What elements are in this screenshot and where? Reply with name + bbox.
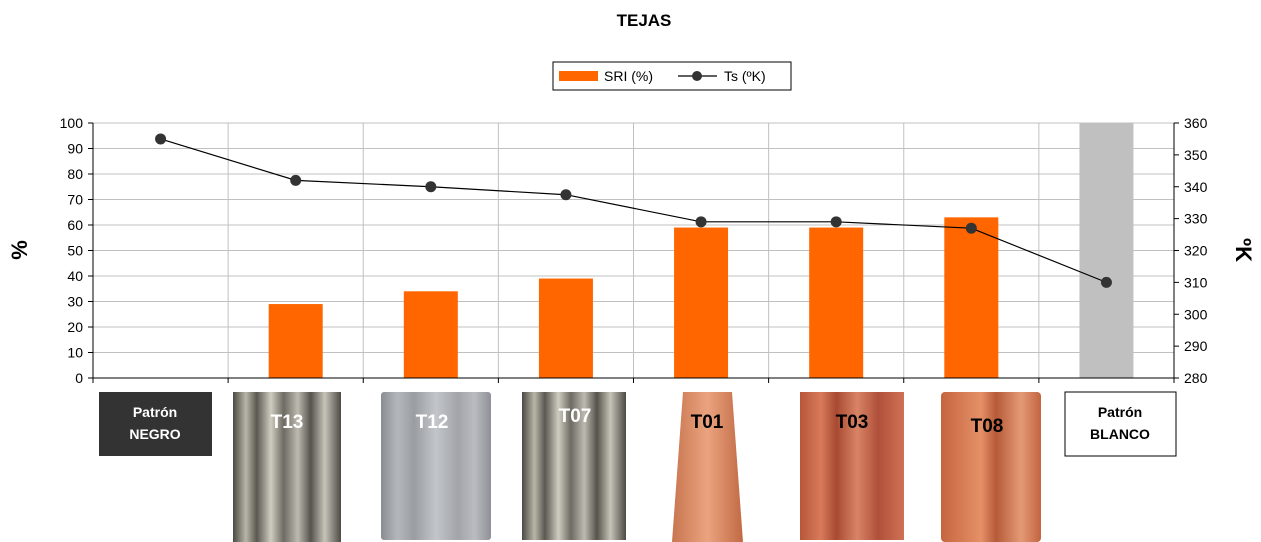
tile-t01-photo [672, 392, 743, 542]
patron-blanco: Patrón BLANCO [1064, 391, 1177, 457]
patron-negro-line2: NEGRO [129, 426, 180, 442]
chart-title: TEJAS [617, 11, 672, 30]
y-tick-label: 90 [67, 141, 83, 157]
y2-tick-label: 280 [1184, 370, 1208, 386]
ts-point-8 [1100, 276, 1112, 288]
y-axis-ticks: 0 10 20 30 40 50 60 70 80 90 100 [60, 115, 93, 386]
y2-axis-label: ºK [1231, 238, 1256, 262]
y2-tick-label: 320 [1184, 243, 1208, 259]
bar-2 [268, 304, 323, 378]
y-tick-label: 40 [67, 268, 83, 284]
tile-t12-label: T12 [416, 412, 449, 433]
tile-t03-label: T03 [836, 412, 869, 433]
y2-tick-label: 330 [1184, 211, 1208, 227]
tile-t13-photo [233, 392, 341, 542]
patron-negro: Patrón NEGRO [99, 392, 212, 456]
tile-t07-photo [522, 392, 626, 540]
y-tick-label: 80 [67, 166, 83, 182]
bar-4 [538, 278, 593, 378]
ts-point-5 [695, 216, 707, 228]
bar-3 [403, 291, 458, 378]
gridlines [93, 122, 1174, 379]
y2-tick-label: 300 [1184, 306, 1208, 322]
ts-point-6 [830, 216, 842, 228]
y2-tick-label: 290 [1184, 338, 1208, 354]
tile-t03-photo [800, 392, 904, 540]
bar-6 [809, 227, 864, 378]
ts-line [155, 133, 1112, 288]
tile-t07-label: T07 [559, 406, 592, 427]
y-tick-label: 20 [67, 319, 83, 335]
patron-blanco-line1: Patrón [1098, 404, 1142, 420]
legend-swatch-ts-marker [692, 71, 702, 81]
y-tick-label: 100 [60, 115, 84, 131]
ts-point-1 [155, 133, 167, 145]
tile-t08-photo [941, 392, 1041, 542]
bar-7 [944, 217, 999, 378]
ts-point-2 [290, 174, 302, 186]
tile-t13-label: T13 [271, 412, 304, 433]
tile-t08-label: T08 [971, 416, 1004, 437]
y-tick-label: 30 [67, 294, 83, 310]
bar-5 [674, 227, 729, 378]
ts-polyline [160, 138, 1107, 283]
y-tick-label: 50 [67, 243, 83, 259]
tile-t01-label: T01 [691, 412, 724, 433]
tile-t13: T13 [233, 392, 341, 542]
tile-t08: T08 [941, 392, 1041, 542]
y2-axis-ticks: 280 290 300 310 320 330 340 350 360 [1174, 115, 1208, 386]
y2-tick-label: 310 [1184, 274, 1208, 290]
legend-label-sri: SRI (%) [604, 68, 653, 84]
tile-t01: T01 [672, 392, 743, 542]
y2-tick-label: 350 [1184, 147, 1208, 163]
legend-label-ts: Ts (ºK) [724, 68, 766, 84]
tile-t12: T12 [381, 392, 491, 540]
patron-negro-line1: Patrón [133, 404, 177, 420]
y-axis-label: % [7, 240, 32, 260]
bars [268, 123, 1134, 378]
y2-tick-label: 340 [1184, 179, 1208, 195]
ts-point-7 [965, 222, 977, 234]
tile-t12-photo [381, 392, 491, 540]
y-tick-label: 10 [67, 345, 83, 361]
legend-swatch-sri [559, 71, 598, 81]
patron-blanco-line2: BLANCO [1090, 426, 1150, 442]
y-tick-label: 60 [67, 217, 83, 233]
legend: SRI (%) Ts (ºK) [552, 61, 792, 91]
tile-t07: T07 [522, 392, 626, 540]
tile-t03: T03 [800, 392, 904, 540]
y-tick-label: 0 [75, 370, 83, 386]
y-tick-label: 70 [67, 192, 83, 208]
y2-tick-label: 360 [1184, 115, 1208, 131]
ts-point-4 [560, 189, 572, 201]
ts-point-3 [425, 181, 437, 193]
bar-8 [1079, 123, 1134, 378]
